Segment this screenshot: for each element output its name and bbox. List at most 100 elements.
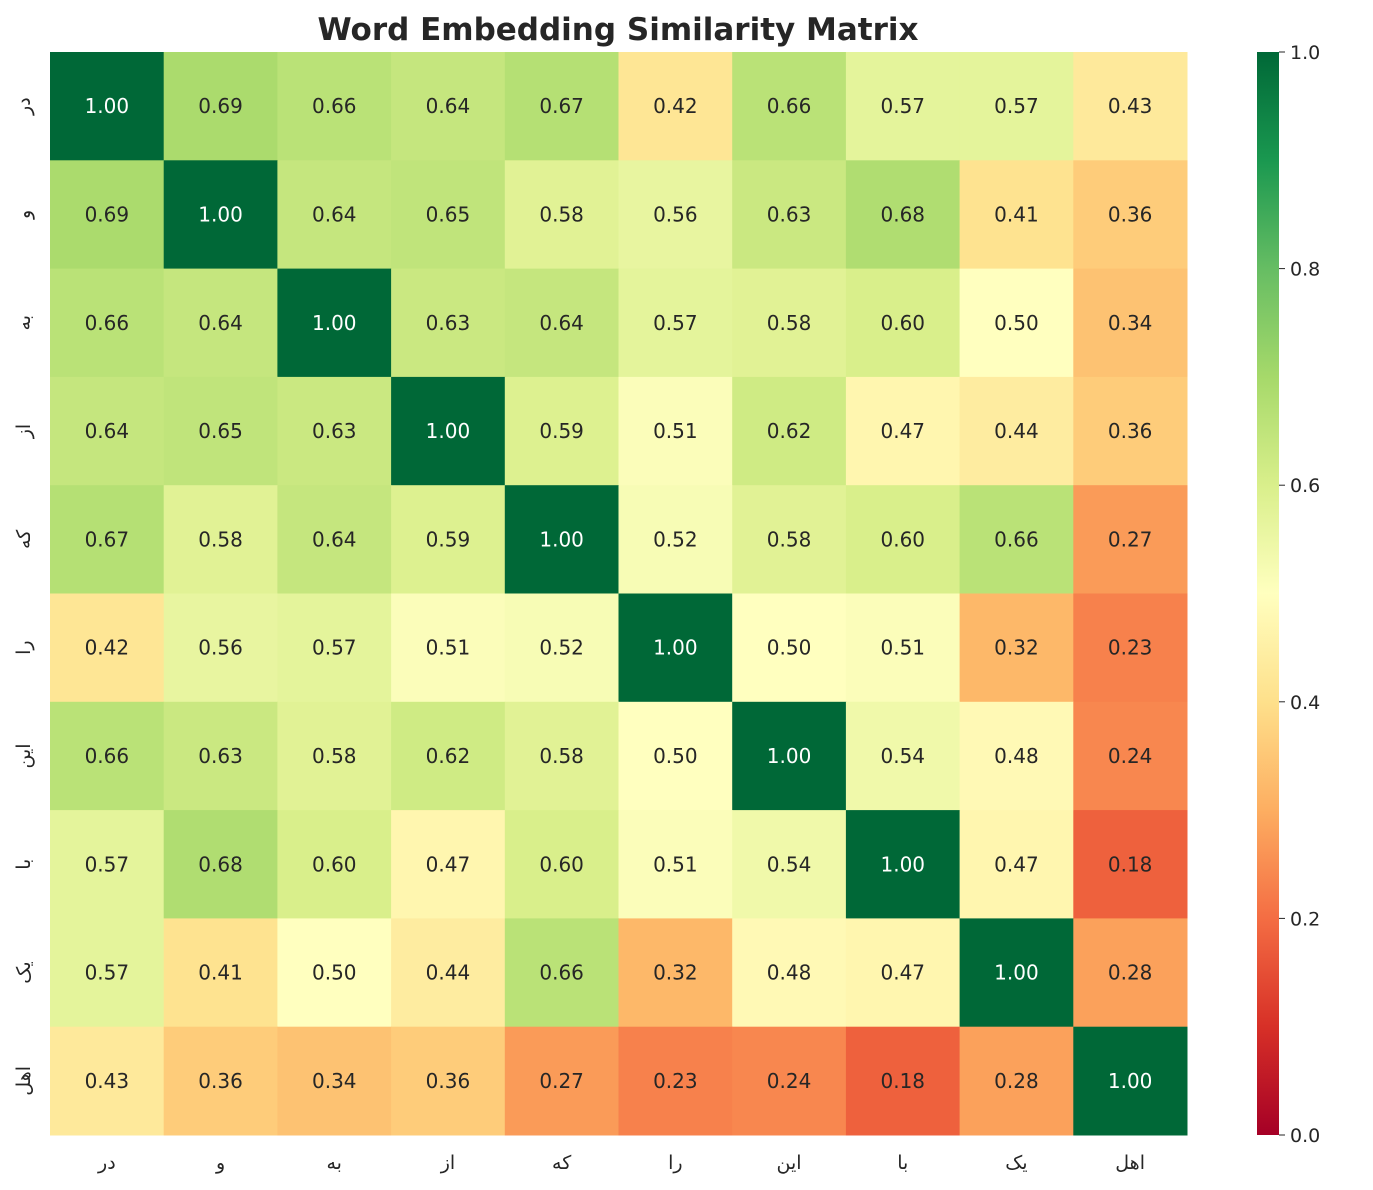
cell-value-label: 1.00 (880, 852, 925, 876)
heatmap-cell (732, 701, 847, 811)
chart-title: Word Embedding Similarity Matrix (317, 12, 918, 48)
heatmap-cell (163, 52, 278, 161)
cell-value-label: 0.47 (994, 852, 1039, 876)
heatmap-cell (732, 810, 847, 919)
cell-value-label: 0.64 (539, 311, 584, 335)
x-tick-label: در (97, 1152, 116, 1174)
cell-value-label: 0.51 (880, 636, 925, 660)
cell-value-label: 0.58 (767, 527, 812, 551)
cell-value-label: 0.57 (994, 94, 1039, 118)
heatmap-cell (163, 701, 278, 811)
heatmap-cell (50, 376, 165, 486)
x-tick-labels: در و به از که را این با یک اهل (97, 1152, 1145, 1174)
cell-value-label: 0.36 (1108, 419, 1153, 443)
cell-value-label: 0.52 (539, 636, 584, 660)
heatmap-cell (1073, 1026, 1188, 1136)
cell-value-label: 0.60 (880, 311, 925, 335)
cell-value-label: 0.41 (994, 202, 1039, 226)
heatmap-cell (391, 918, 506, 1028)
x-tick-label: به (327, 1152, 342, 1174)
heatmap-cell (504, 52, 619, 161)
cell-value-label: 0.48 (767, 961, 812, 985)
heatmap-cell (504, 918, 619, 1028)
x-tick-label: از (440, 1152, 455, 1174)
heatmap-cell (959, 376, 1074, 486)
heatmap-cell (277, 810, 392, 919)
heatmap-cell (959, 160, 1074, 270)
heatmap-cell (618, 268, 733, 378)
cell-value-label: 0.57 (85, 852, 130, 876)
y-tick-label: و (13, 210, 35, 220)
cell-value-label: 0.27 (539, 1069, 584, 1093)
heatmap-cell (50, 1026, 165, 1136)
heatmap-cell (618, 593, 733, 703)
colorbar-tick-label: 0.2 (1290, 908, 1320, 930)
y-tick-labels: در و به از که را این با یک اهل (13, 97, 35, 1095)
cell-value-label: 0.58 (539, 744, 584, 768)
heatmap-cell (959, 918, 1074, 1028)
colorbar (1257, 52, 1279, 1135)
heatmap-cell (504, 1026, 619, 1136)
cell-value-label: 0.42 (653, 94, 698, 118)
cell-value-label: 0.59 (539, 419, 584, 443)
heatmap-cell (50, 918, 165, 1028)
cell-value-label: 1.00 (85, 94, 130, 118)
heatmap-cell (1073, 701, 1188, 811)
cell-value-label: 0.57 (85, 961, 130, 985)
heatmap-cell (504, 593, 619, 703)
cell-value-label: 0.50 (312, 961, 357, 985)
cell-value-label: 0.32 (653, 961, 698, 985)
heatmap-cell (391, 160, 506, 270)
cell-value-label: 0.24 (767, 1069, 812, 1093)
heatmap-cell (391, 52, 506, 161)
heatmap-cell (504, 485, 619, 594)
cell-value-label: 0.41 (198, 961, 243, 985)
cell-value-label: 0.62 (426, 744, 471, 768)
heatmap-cell (732, 593, 847, 703)
cell-value-label: 0.65 (426, 202, 471, 226)
heatmap-cell (1073, 918, 1188, 1028)
heatmap-cell (391, 1026, 506, 1136)
heatmap-cell (845, 485, 961, 594)
heatmap-cell (1073, 268, 1188, 378)
cell-value-label: 0.24 (1108, 744, 1153, 768)
heatmap-cell (504, 376, 619, 486)
heatmap-cell (504, 160, 619, 270)
heatmap-cell (504, 810, 619, 919)
heatmap-cell (959, 701, 1074, 811)
cell-value-label: 0.51 (653, 852, 698, 876)
heatmap-cell (163, 376, 278, 486)
heatmap-cell (845, 160, 961, 270)
heatmap-cell (504, 701, 619, 811)
cell-value-label: 0.52 (653, 527, 698, 551)
cell-value-label: 0.42 (85, 636, 130, 660)
cell-value-label: 1.00 (994, 961, 1039, 985)
cell-value-label: 1.00 (198, 202, 243, 226)
cell-value-label: 0.63 (198, 744, 243, 768)
heatmap-cell (732, 485, 847, 594)
heatmap-cell (277, 485, 392, 594)
heatmap-cell (959, 268, 1074, 378)
cell-value-label: 0.18 (1108, 852, 1153, 876)
heatmap-cell (845, 52, 961, 161)
cell-value-label: 0.62 (767, 419, 812, 443)
cell-value-label: 0.66 (85, 311, 130, 335)
y-tick-label: در (13, 97, 35, 116)
cell-value-label: 0.27 (1108, 527, 1153, 551)
cell-value-label: 0.58 (767, 311, 812, 335)
cell-value-label: 0.54 (880, 744, 925, 768)
heatmap-cell (163, 485, 278, 594)
cell-value-label: 0.51 (426, 636, 471, 660)
heatmap-cell (618, 376, 733, 486)
colorbar-ticks: 0.0 0.2 0.4 0.6 0.8 1.0 (1279, 42, 1320, 1147)
cell-value-label: 0.50 (994, 311, 1039, 335)
y-tick-label: از (13, 424, 35, 439)
heatmap-cell (50, 701, 165, 811)
cell-value-label: 0.64 (312, 202, 357, 226)
cell-value-label: 0.69 (85, 202, 130, 226)
cell-value-label: 0.34 (312, 1069, 357, 1093)
x-tick-label: را (668, 1152, 682, 1174)
y-tick-label: به (13, 315, 35, 330)
cell-value-label: 1.00 (312, 311, 357, 335)
